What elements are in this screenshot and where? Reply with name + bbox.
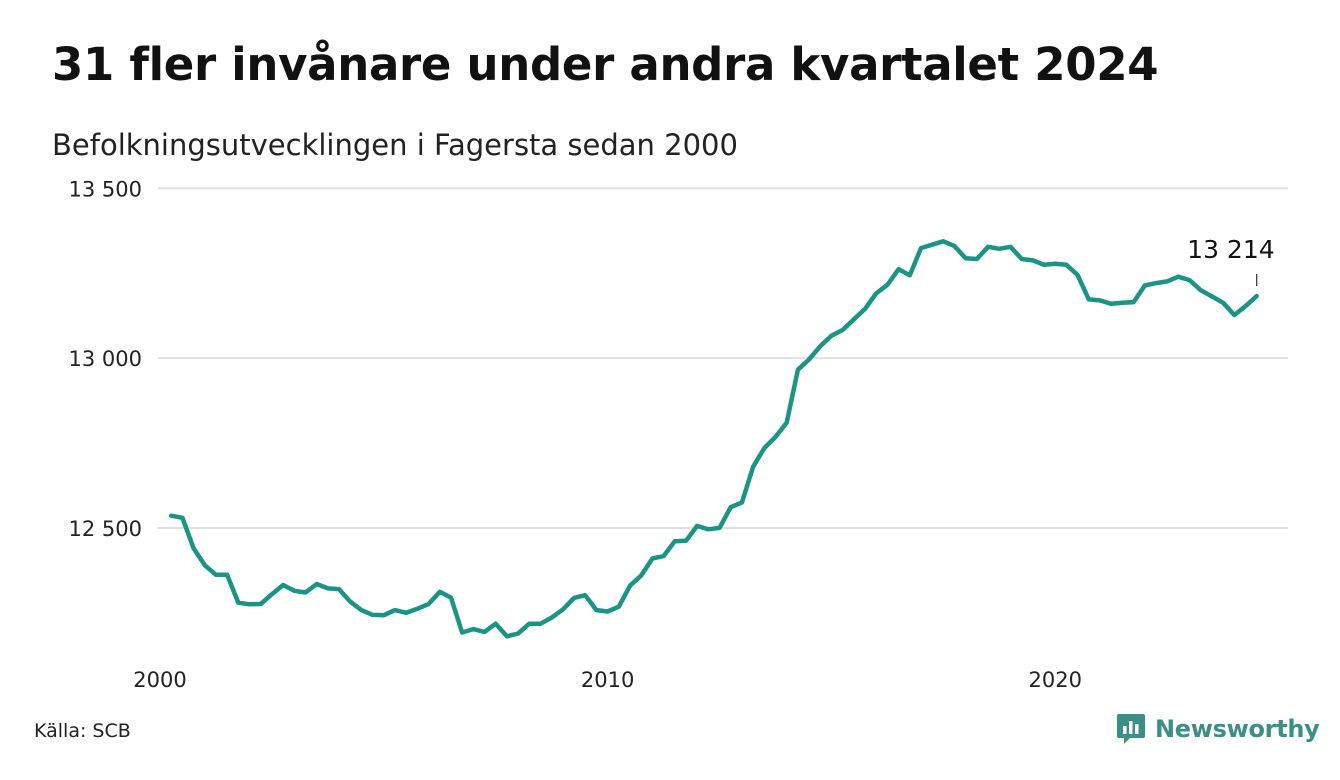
y-tick-label: 12 500 <box>69 517 142 541</box>
x-tick-label: 2020 <box>1029 668 1082 692</box>
x-axis-tick-labels: 2000 2010 2020 <box>133 668 1082 692</box>
x-tick-label: 2010 <box>581 668 634 692</box>
end-value-label: 13 214 <box>1187 235 1274 264</box>
series-line <box>168 239 1259 639</box>
y-tick-label: 13 000 <box>69 347 142 371</box>
y-tick-label: 13 500 <box>69 177 142 201</box>
brand-logo[interactable]: Newsworthy <box>1116 712 1320 746</box>
gridlines <box>158 187 1288 529</box>
y-axis-tick-labels: 12 500 13 000 13 500 <box>69 177 142 541</box>
newsworthy-logo-icon <box>1117 714 1145 744</box>
chart-subtitle: Befolkningsutvecklingen i Fagersta sedan… <box>52 128 738 162</box>
source-note: Källa: SCB <box>34 720 131 742</box>
series-layer <box>168 239 1259 639</box>
chart-title: 31 fler invånare under andra kvartalet 2… <box>52 38 1159 91</box>
annotation-layer: 13 214 <box>1187 235 1275 287</box>
x-tick-label: 2000 <box>133 668 186 692</box>
brand-name: Newsworthy <box>1155 715 1320 743</box>
